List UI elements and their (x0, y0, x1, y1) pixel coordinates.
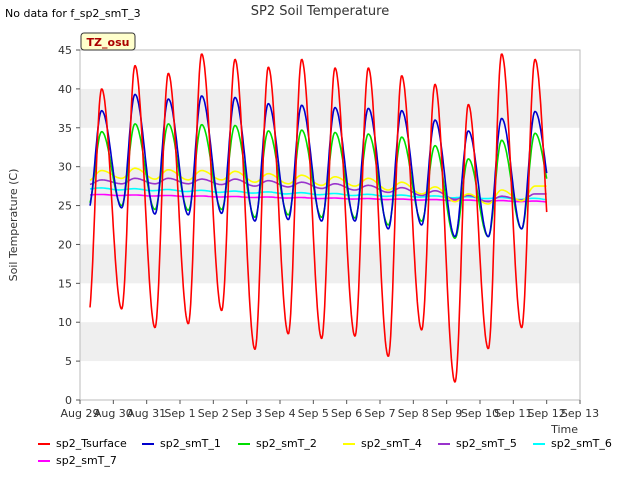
x-tick-label: Sep 5 (298, 407, 329, 420)
legend-label: sp2_smT_6 (551, 437, 612, 450)
site-badge-label: TZ_osu (87, 36, 130, 49)
legend-swatch (142, 442, 154, 445)
x-tick-label: Sep 13 (561, 407, 599, 420)
x-tick-label: Sep 8 (398, 407, 429, 420)
series-line-sp2_smT_4 (89, 167, 547, 205)
no-data-message: No data for f_sp2_smT_3 (5, 7, 141, 20)
legend-swatch (438, 442, 450, 445)
y-tick-label: 0 (65, 394, 72, 407)
legend-item-sp2_smT_7: sp2_smT_7 (38, 454, 117, 467)
series-line-sp2_Tsurface (89, 53, 548, 383)
y-tick-label: 40 (58, 83, 72, 96)
x-tick-label: Sep 11 (494, 407, 532, 420)
x-tick-label: Sep 3 (231, 407, 262, 420)
x-tick-label: Sep 10 (461, 407, 499, 420)
y-tick-label: 20 (58, 238, 72, 251)
y-tick-label: 15 (58, 277, 72, 290)
grid-band (80, 244, 580, 284)
x-axis-label: Time (550, 423, 578, 436)
grid-band (80, 322, 580, 362)
x-tick-label: Sep 1 (164, 407, 195, 420)
y-axis-label: Soil Temperature (C) (7, 169, 20, 282)
legend-item-sp2_Tsurface: sp2_Tsurface (38, 437, 127, 450)
plot-frame (79, 49, 581, 401)
series-line-sp2_smT_5 (89, 177, 547, 203)
legend-item-sp2_smT_5: sp2_smT_5 (438, 437, 517, 450)
legend-swatch (238, 442, 250, 445)
legend-swatch (533, 442, 545, 445)
legend-label: sp2_Tsurface (56, 437, 127, 450)
legend-item-sp2_smT_2: sp2_smT_2 (238, 437, 317, 450)
legend-swatch (38, 459, 50, 462)
y-tick-label: 35 (58, 122, 72, 135)
legend-item-sp2_smT_4: sp2_smT_4 (343, 437, 422, 450)
legend-item-sp2_smT_1: sp2_smT_1 (142, 437, 221, 450)
y-tick-label: 45 (58, 44, 72, 57)
y-tick-label: 5 (65, 355, 72, 368)
legend-label: sp2_smT_5 (456, 437, 517, 450)
y-tick-label: 30 (58, 161, 72, 174)
legend-label: sp2_smT_4 (361, 437, 422, 450)
x-tick-label: Sep 9 (431, 407, 462, 420)
x-tick-label: Sep 6 (331, 407, 362, 420)
y-axis: 0 5 10 15 20 25 30 35 40 45 (58, 44, 80, 407)
x-tick-label: Aug 31 (127, 407, 166, 420)
series-line-sp2_smT_1 (89, 93, 548, 238)
legend-item-sp2_smT_6: sp2_smT_6 (533, 437, 612, 450)
x-tick-label: Sep 7 (364, 407, 395, 420)
x-tick-label: Sep 2 (198, 407, 229, 420)
legend-swatch (38, 442, 50, 445)
legend-swatch (343, 442, 355, 445)
chart-title: SP2 Soil Temperature (251, 4, 389, 19)
legend-label: sp2_smT_7 (56, 454, 117, 467)
x-tick-label: Sep 4 (264, 407, 295, 420)
x-tick-label: Aug 30 (94, 407, 133, 420)
x-tick-label: Sep 12 (528, 407, 566, 420)
series-group (89, 53, 548, 383)
legend-label: sp2_smT_2 (256, 437, 317, 450)
series-line-sp2_smT_7 (89, 193, 547, 203)
grid-band (80, 88, 580, 128)
legend-label: sp2_smT_1 (160, 437, 221, 450)
site-badge: TZ_osu (80, 32, 136, 51)
series-line-sp2_smT_6 (89, 187, 547, 201)
x-tick-label: Aug 29 (61, 407, 100, 420)
y-tick-label: 10 (58, 316, 72, 329)
y-tick-label: 25 (58, 200, 72, 213)
